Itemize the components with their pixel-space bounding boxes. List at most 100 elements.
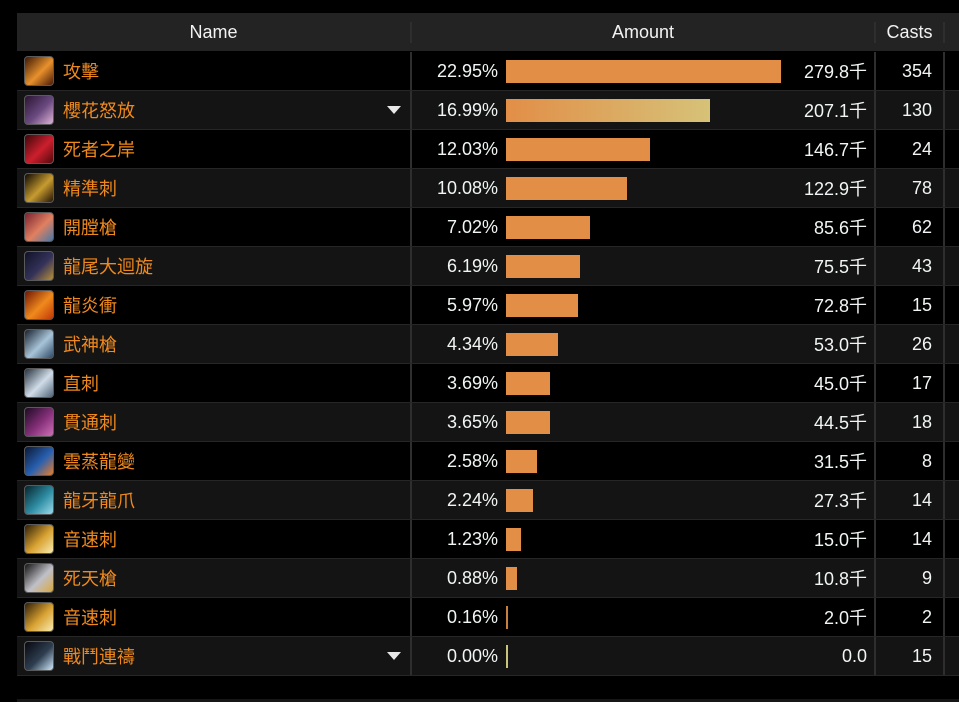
amount-cell: 4.34% 53.0千 <box>412 325 876 363</box>
amount-cell: 2.24% 27.3千 <box>412 481 876 519</box>
table-row[interactable]: 音速刺 0.16% 2.0千 2 <box>17 598 959 637</box>
cherry-blossom-icon[interactable] <box>24 95 54 125</box>
amount-value: 75.5千 <box>813 257 867 277</box>
ability-name-link[interactable]: 音速刺 <box>63 530 117 550</box>
amount-bar-track <box>506 644 781 668</box>
extra-cell <box>945 52 959 90</box>
percent-value: 0.88% <box>446 567 498 588</box>
ability-name-link[interactable]: 龍牙龍爪 <box>63 491 135 511</box>
amount-bar-track <box>506 98 781 122</box>
amount-bar-track <box>506 215 781 239</box>
amount-value: 85.6千 <box>813 218 867 238</box>
table-row[interactable]: 貫通刺 3.65% 44.5千 18 <box>17 403 959 442</box>
casts-value: 9 <box>876 559 945 597</box>
sonic-stab-icon[interactable] <box>24 524 54 554</box>
dead-shore-icon[interactable] <box>24 134 54 164</box>
table-row[interactable]: 雲蒸龍變 2.58% 31.5千 8 <box>17 442 959 481</box>
table-row[interactable]: 龍炎衝 5.97% 72.8千 15 <box>17 286 959 325</box>
percent-value: 1.23% <box>446 528 498 549</box>
name-cell: 龍炎衝 <box>17 286 412 324</box>
amount-cell: 6.19% 75.5千 <box>412 247 876 285</box>
next-row-peek <box>17 699 959 702</box>
battle-litany-icon[interactable] <box>24 641 54 671</box>
ability-name-link[interactable]: 櫻花怒放 <box>63 101 135 121</box>
amount-cell: 0.00% 0.0 <box>412 637 876 675</box>
precise-stab-icon[interactable] <box>24 173 54 203</box>
column-header-amount[interactable]: Amount <box>412 21 876 43</box>
extra-cell <box>945 364 959 402</box>
ripper-spear-icon[interactable] <box>24 212 54 242</box>
ability-name-link[interactable]: 死天槍 <box>63 569 117 589</box>
ability-name-link[interactable]: 死者之岸 <box>63 140 135 160</box>
chevron-down-icon[interactable] <box>387 106 401 114</box>
table-row[interactable]: 音速刺 1.23% 15.0千 14 <box>17 520 959 559</box>
ability-name-link[interactable]: 武神槍 <box>63 335 117 355</box>
amount-bar <box>506 605 508 629</box>
amount-cell: 10.08% 122.9千 <box>412 169 876 207</box>
ability-name-link[interactable]: 雲蒸龍變 <box>63 452 135 472</box>
table-body: 攻擊 22.95% 279.8千 354 櫻花怒放 16.99% 207.1千 … <box>17 52 959 676</box>
amount-bar <box>506 332 558 356</box>
ability-name-link[interactable]: 戰鬥連禱 <box>63 647 135 667</box>
sonic-stab-icon[interactable] <box>24 602 54 632</box>
ability-name-link[interactable]: 開膛槍 <box>63 218 117 238</box>
ability-name-link[interactable]: 直刺 <box>63 374 99 394</box>
tail-sweep-icon[interactable] <box>24 251 54 281</box>
table-row[interactable]: 櫻花怒放 16.99% 207.1千 130 <box>17 91 959 130</box>
fang-claw-icon[interactable] <box>24 485 54 515</box>
cloud-dragon-icon[interactable] <box>24 446 54 476</box>
percent-value: 4.34% <box>446 333 498 354</box>
table-row[interactable]: 龍尾大迴旋 6.19% 75.5千 43 <box>17 247 959 286</box>
amount-value: 279.8千 <box>803 62 867 82</box>
percent-value: 6.19% <box>446 255 498 276</box>
amount-cell: 2.58% 31.5千 <box>412 442 876 480</box>
table-row[interactable]: 死者之岸 12.03% 146.7千 24 <box>17 130 959 169</box>
amount-cell: 3.65% 44.5千 <box>412 403 876 441</box>
ability-name-link[interactable]: 精準刺 <box>63 179 117 199</box>
table-row[interactable]: 直刺 3.69% 45.0千 17 <box>17 364 959 403</box>
war-god-spear-icon[interactable] <box>24 329 54 359</box>
table-row[interactable]: 攻擊 22.95% 279.8千 354 <box>17 52 959 91</box>
percent-value: 2.58% <box>446 450 498 471</box>
amount-cell: 12.03% 146.7千 <box>412 130 876 168</box>
table-row[interactable]: 死天槍 0.88% 10.8千 9 <box>17 559 959 598</box>
table-row[interactable]: 龍牙龍爪 2.24% 27.3千 14 <box>17 481 959 520</box>
ability-name-link[interactable]: 龍尾大迴旋 <box>63 257 153 277</box>
amount-bar-track <box>506 566 781 590</box>
amount-value: 0.0 <box>841 645 867 666</box>
amount-value: 146.7千 <box>803 140 867 160</box>
attack-icon[interactable] <box>24 56 54 86</box>
amount-bar-track <box>506 332 781 356</box>
extra-cell <box>945 559 959 597</box>
flame-rush-icon[interactable] <box>24 290 54 320</box>
pierce-stab-icon[interactable] <box>24 407 54 437</box>
amount-bar-track <box>506 449 781 473</box>
amount-cell: 5.97% 72.8千 <box>412 286 876 324</box>
amount-bar-track <box>506 254 781 278</box>
percent-value: 3.69% <box>446 372 498 393</box>
ability-name-link[interactable]: 龍炎衝 <box>63 296 117 316</box>
name-cell: 精準刺 <box>17 169 412 207</box>
amount-bar <box>506 566 517 590</box>
ability-name-link[interactable]: 攻擊 <box>63 62 99 82</box>
ability-name-link[interactable]: 貫通刺 <box>63 413 117 433</box>
casts-value: 8 <box>876 442 945 480</box>
percent-value: 22.95% <box>436 60 498 81</box>
column-header-name[interactable]: Name <box>17 21 412 43</box>
amount-bar-track <box>506 527 781 551</box>
column-header-casts[interactable]: Casts <box>876 21 945 43</box>
name-cell: 櫻花怒放 <box>17 91 412 129</box>
ability-name-link[interactable]: 音速刺 <box>63 608 117 628</box>
casts-value: 62 <box>876 208 945 246</box>
table-row[interactable]: 武神槍 4.34% 53.0千 26 <box>17 325 959 364</box>
table-row[interactable]: 精準刺 10.08% 122.9千 78 <box>17 169 959 208</box>
death-sky-spear-icon[interactable] <box>24 563 54 593</box>
amount-bar <box>506 644 508 668</box>
name-cell: 開膛槍 <box>17 208 412 246</box>
name-cell: 龍尾大迴旋 <box>17 247 412 285</box>
table-row[interactable]: 開膛槍 7.02% 85.6千 62 <box>17 208 959 247</box>
extra-cell <box>945 442 959 480</box>
chevron-down-icon[interactable] <box>387 652 401 660</box>
straight-stab-icon[interactable] <box>24 368 54 398</box>
table-row[interactable]: 戰鬥連禱 0.00% 0.0 15 <box>17 637 959 676</box>
